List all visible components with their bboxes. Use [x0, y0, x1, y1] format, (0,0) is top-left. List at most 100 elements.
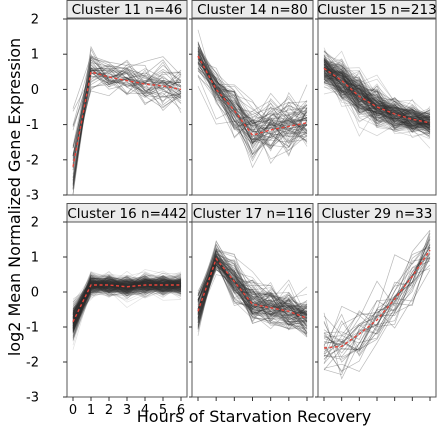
gene-line — [72, 278, 182, 315]
gene-line — [323, 62, 431, 126]
gene-line — [323, 75, 431, 132]
gene-line — [323, 60, 431, 126]
gene-line — [323, 66, 431, 117]
gene-line — [197, 261, 308, 325]
gene-line — [197, 247, 308, 320]
gene-line — [197, 261, 308, 315]
gene-line — [72, 69, 182, 186]
mean-line — [323, 249, 431, 349]
gene-line — [323, 61, 431, 125]
gene-line — [72, 282, 182, 319]
gene-line — [323, 67, 431, 120]
gene-line — [72, 65, 182, 184]
gene-line — [323, 50, 431, 124]
gene-line — [197, 249, 308, 319]
gene-line — [72, 271, 182, 320]
gene-line — [72, 270, 182, 316]
gene-line — [72, 279, 182, 320]
gene-line — [72, 281, 182, 333]
gene-line — [323, 71, 431, 125]
panel-title: Cluster 11 n=46 — [72, 2, 183, 18]
gene-line — [197, 49, 308, 125]
gene-line — [197, 268, 308, 319]
gene-line — [323, 70, 431, 127]
gene-line — [72, 278, 182, 326]
gene-line — [197, 68, 308, 138]
gene-line — [323, 59, 431, 118]
gene-line — [323, 77, 431, 128]
gene-line — [323, 55, 431, 122]
gene-line — [72, 277, 182, 323]
gene-line — [72, 53, 182, 157]
gene-line — [72, 274, 182, 302]
gene-line — [197, 62, 308, 124]
gene-line — [197, 261, 308, 319]
gene-line — [197, 255, 308, 317]
x-tick-label: 2 — [105, 403, 113, 418]
gene-line — [323, 72, 431, 125]
gene-line — [72, 61, 182, 167]
gene-line — [197, 259, 308, 330]
gene-line — [72, 64, 182, 171]
gene-line — [72, 281, 182, 325]
gene-line — [323, 235, 431, 344]
gene-line — [323, 69, 431, 127]
gene-line — [72, 283, 182, 336]
x-tick-label: 4 — [141, 403, 149, 418]
y-tick-label: -1 — [26, 118, 39, 133]
gene-line — [72, 281, 182, 331]
gene-line — [197, 29, 308, 139]
gene-line — [72, 274, 182, 315]
gene-line — [72, 280, 182, 316]
gene-line — [72, 274, 182, 318]
gene-line — [323, 61, 431, 134]
gene-line — [72, 279, 182, 330]
gene-line — [197, 253, 308, 310]
gene-line — [323, 67, 431, 117]
gene-line — [72, 276, 182, 333]
gene-lines — [72, 45, 182, 195]
gene-line — [197, 254, 308, 325]
gene-line — [323, 76, 431, 126]
gene-line — [72, 277, 182, 316]
gene-line — [72, 67, 182, 164]
gene-line — [197, 263, 308, 328]
gene-line — [323, 59, 431, 131]
gene-line — [323, 78, 431, 119]
gene-line — [323, 74, 431, 130]
gene-line — [72, 275, 182, 319]
gene-line — [323, 242, 431, 348]
gene-line — [197, 267, 308, 319]
gene-line — [72, 280, 182, 318]
y-tick-label: 2 — [31, 13, 39, 28]
gene-line — [72, 278, 182, 327]
panel-title: Cluster 14 n=80 — [197, 2, 308, 18]
gene-line — [72, 64, 182, 157]
gene-line — [72, 277, 182, 310]
gene-line — [72, 282, 182, 331]
gene-line — [323, 257, 431, 346]
gene-line — [72, 279, 182, 318]
gene-line — [323, 247, 431, 336]
gene-line — [72, 277, 182, 330]
gene-line — [197, 47, 308, 145]
gene-line — [72, 280, 182, 329]
gene-line — [323, 70, 431, 115]
gene-line — [72, 279, 182, 311]
gene-line — [197, 59, 308, 143]
gene-line — [197, 41, 308, 133]
gene-line — [72, 283, 182, 317]
gene-line — [323, 253, 431, 371]
x-tick-label: 3 — [123, 403, 131, 418]
gene-line — [72, 277, 182, 310]
gene-line — [72, 279, 182, 316]
gene-line — [72, 278, 182, 342]
gene-line — [72, 73, 182, 149]
gene-line — [197, 260, 308, 332]
gene-line — [323, 66, 431, 129]
gene-line — [72, 277, 182, 331]
gene-line — [197, 58, 308, 150]
gene-line — [323, 67, 431, 135]
